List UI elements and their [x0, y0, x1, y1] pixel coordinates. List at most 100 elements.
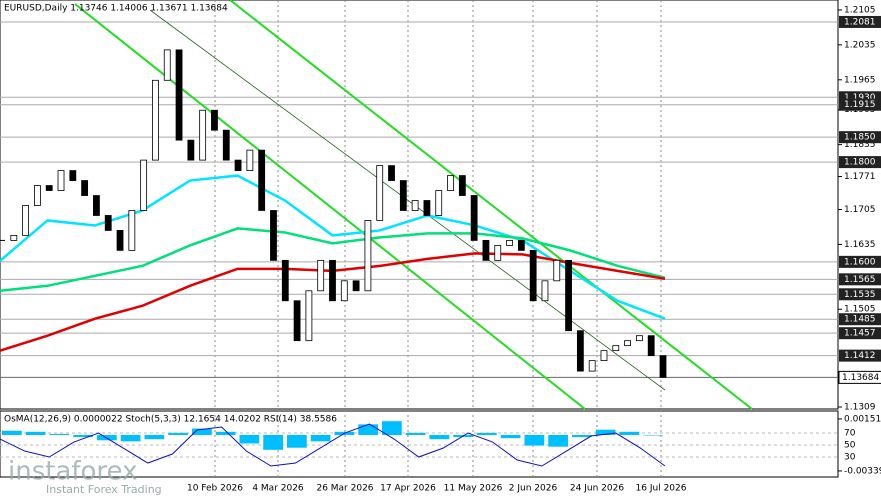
candle — [175, 49, 183, 141]
osma-bar — [120, 434, 141, 442]
osma-bar — [239, 434, 260, 444]
osma-bar — [168, 432, 188, 435]
candle — [494, 244, 502, 261]
y-tick-label: 1.1505 — [844, 305, 876, 315]
candle — [624, 340, 631, 347]
indicator-panel — [0, 410, 839, 478]
osma-bar — [263, 434, 283, 450]
candle — [222, 129, 230, 161]
candle — [329, 259, 336, 302]
stoch-tick-label: 50 — [844, 441, 856, 451]
indicator-tick-label: -0.00339 — [844, 466, 881, 476]
candle — [187, 139, 195, 161]
trend-line — [229, 0, 753, 410]
candle — [128, 210, 136, 251]
candle — [10, 235, 18, 241]
candle — [576, 330, 584, 372]
candle — [69, 170, 77, 181]
candle — [541, 280, 549, 302]
candle — [234, 159, 242, 171]
indicator-title: OsMA(12,26,9) 0.0000022 Stoch(5,3,3) 12.… — [4, 415, 337, 425]
osma-bar — [572, 434, 592, 438]
level-box — [839, 273, 881, 286]
indicator-tick-label: 0.00151 — [844, 414, 881, 424]
osma-bar — [500, 434, 521, 439]
candle — [600, 350, 608, 362]
y-tick-label: 1.1965 — [844, 75, 876, 85]
candle — [588, 360, 596, 372]
y-tick-label: 1.1309 — [844, 403, 876, 413]
osma-bar — [619, 431, 640, 435]
candle — [246, 149, 254, 171]
x-tick-label: 24 Jun 2026 — [570, 484, 624, 494]
candle — [104, 215, 112, 231]
osma-bar — [144, 434, 165, 440]
osma-bar — [2, 430, 22, 435]
x-tick-label: 2 Jun 2026 — [509, 484, 558, 494]
stoch-tick-label: 30 — [844, 453, 856, 463]
x-tick-label: 11 May 2026 — [444, 484, 503, 494]
osma-bar — [310, 434, 331, 442]
candle — [659, 355, 667, 378]
osma-bar — [382, 421, 402, 435]
candle — [635, 335, 643, 342]
level-label: 1.1915 — [844, 100, 876, 110]
level-label: 1.1930 — [844, 93, 876, 103]
watermark-tagline: Instant Forex Trading — [46, 483, 162, 496]
level-box — [839, 327, 881, 340]
candle — [506, 240, 513, 246]
main-panel — [0, 0, 839, 410]
osma-bar — [643, 434, 663, 436]
level-label: 1.1800 — [844, 158, 876, 168]
candle — [435, 190, 443, 216]
level-box — [839, 288, 881, 301]
level-box — [839, 156, 881, 169]
osma-bar — [192, 428, 212, 435]
candle — [293, 300, 301, 342]
candle — [553, 259, 561, 282]
candle — [258, 149, 266, 211]
moving-average — [0, 227, 666, 293]
candle — [565, 259, 572, 332]
osma-bar — [358, 424, 378, 435]
candle — [34, 185, 41, 206]
level-label: 1.1412 — [844, 351, 876, 361]
candle — [388, 165, 395, 181]
osma-bar — [429, 434, 450, 440]
y-tick-label: 1.1835 — [844, 140, 876, 150]
candle — [517, 240, 525, 251]
candle — [376, 165, 384, 221]
candle — [399, 180, 407, 211]
candle — [211, 109, 218, 131]
level-label: 1.1600 — [844, 257, 876, 267]
candle — [470, 195, 478, 241]
candle — [93, 195, 100, 216]
stochastic-line — [0, 423, 666, 467]
osma-bar — [25, 431, 46, 435]
candle — [647, 335, 655, 357]
level-label: 1.2081 — [844, 17, 876, 27]
osma-bar — [49, 433, 70, 435]
candle — [163, 49, 171, 81]
candle — [340, 280, 348, 302]
candle — [529, 249, 537, 302]
candle — [22, 205, 30, 236]
trend-line — [149, 9, 666, 391]
y-tick-label: 1.2035 — [844, 40, 876, 50]
osma-bar — [73, 434, 93, 438]
candle — [45, 185, 53, 191]
osma-bar — [215, 431, 236, 435]
candle — [57, 170, 65, 191]
candle — [152, 79, 159, 161]
x-tick-label: 16 Jul 2026 — [636, 484, 687, 494]
watermark-brand: instaforex — [8, 457, 137, 487]
stoch-tick-label: 70 — [844, 429, 856, 439]
osma-bar — [595, 429, 616, 435]
osma-bar — [477, 432, 497, 435]
y-tick-label: 1.1705 — [844, 205, 876, 215]
x-tick-label: 26 Mar 2026 — [316, 484, 373, 494]
candle — [364, 220, 372, 292]
candle — [458, 175, 466, 196]
current-price-box — [838, 370, 881, 384]
